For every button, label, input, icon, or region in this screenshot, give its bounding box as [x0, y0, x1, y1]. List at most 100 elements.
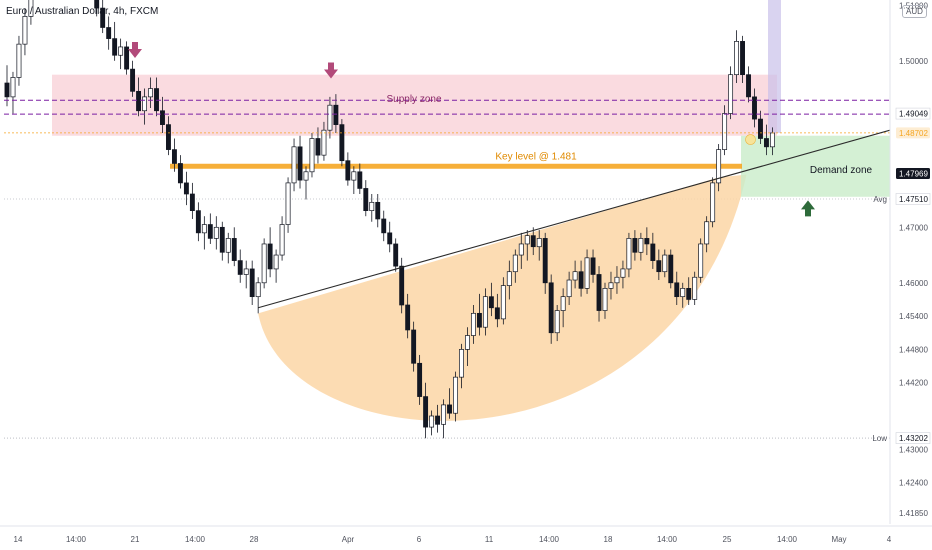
candle-body — [369, 201, 375, 211]
candle-body — [453, 376, 458, 414]
candle-body — [357, 171, 363, 189]
candle-body — [530, 235, 536, 248]
price-axis[interactable]: 1.540001.530001.510001.500001.470001.460… — [871, 0, 931, 524]
candle-body — [734, 41, 740, 76]
supply-zone-label: Supply zone — [386, 94, 441, 105]
candle-body — [506, 271, 512, 286]
candle-body — [171, 149, 177, 164]
candle-body — [201, 224, 207, 234]
candle-body — [608, 282, 614, 289]
candle-body — [740, 41, 745, 76]
time-tick: 14:00 — [657, 535, 678, 544]
candle-body — [698, 243, 704, 278]
candle-body — [590, 257, 596, 275]
candle-body — [405, 304, 411, 331]
currency-button[interactable]: AUD — [902, 5, 927, 18]
candle-body — [746, 74, 751, 98]
candle-body — [160, 110, 165, 125]
price-label-bg — [896, 168, 930, 180]
candle-body — [10, 77, 16, 98]
candle-body — [273, 254, 279, 270]
price-label-bg — [895, 107, 931, 120]
candle-body — [704, 221, 710, 245]
candle-body — [183, 182, 189, 195]
candle-body — [136, 90, 142, 112]
annotations-layer: Supply zone Key level @ 1.481 Demand zone — [4, 42, 891, 309]
candle-body — [148, 88, 153, 98]
supply-arrow-2 — [324, 62, 338, 79]
price-label-value: 1.47510 — [899, 195, 928, 204]
candle-body — [728, 74, 734, 114]
candle-body — [255, 282, 261, 298]
candle-body — [231, 238, 237, 261]
candle-body — [542, 238, 548, 284]
candle-body — [710, 182, 716, 223]
candle-body — [375, 201, 381, 220]
candle-body — [662, 254, 668, 273]
candle-body — [297, 146, 303, 181]
candle-body — [470, 312, 476, 336]
candle-body — [177, 163, 183, 184]
candle-body — [363, 188, 369, 211]
candle-body — [596, 274, 602, 311]
trendline — [258, 129, 891, 309]
candle-body — [130, 68, 136, 92]
candle-body — [195, 210, 201, 234]
candle-body — [572, 271, 578, 281]
candle-body — [118, 46, 124, 56]
candle-body — [764, 138, 769, 148]
candle-body — [411, 329, 417, 364]
candle-body — [321, 129, 327, 156]
candle-body — [423, 396, 429, 428]
price-label-bg — [895, 193, 931, 205]
supply-zone — [52, 74, 777, 136]
zones-layer — [52, 0, 890, 421]
candle-body — [243, 268, 249, 275]
key-level-band — [170, 163, 742, 169]
candle-body — [524, 235, 530, 245]
candle-body — [518, 243, 524, 256]
candle-body — [758, 118, 763, 139]
price-tick: 1.41850 — [899, 509, 928, 518]
candle-body — [16, 43, 22, 78]
time-tick: 14:00 — [185, 535, 206, 544]
price-tick: 1.45400 — [899, 312, 928, 321]
price-tick: 1.42400 — [899, 479, 928, 488]
candle-body — [219, 226, 225, 253]
candle-body — [4, 82, 10, 98]
candle-body — [339, 124, 345, 162]
candle-body — [602, 288, 608, 311]
candle-body — [285, 182, 291, 225]
candle-body — [578, 271, 584, 289]
candle-body — [722, 113, 728, 150]
candle-body — [291, 146, 297, 184]
price-tick: 1.43000 — [899, 445, 928, 454]
time-tick: 25 — [723, 535, 732, 544]
candle-body — [465, 335, 470, 350]
candle-body — [632, 238, 638, 253]
price-label-value: 1.48702 — [899, 129, 928, 138]
candle-body — [668, 254, 674, 284]
candle-body — [387, 232, 393, 245]
retest-marker — [745, 134, 756, 145]
time-tick: Apr — [342, 535, 355, 544]
candle-body — [28, 0, 34, 17]
projection-bar — [768, 0, 781, 133]
key-level-label: Key level @ 1.481 — [495, 151, 577, 162]
candle-body — [626, 238, 632, 270]
candle-body — [435, 415, 441, 425]
time-axis[interactable]: 14 14:00 21 14:00 28 Apr 6 11 14:00 18 14:00 25 14:0… — [0, 525, 932, 544]
candle-body — [500, 285, 506, 320]
price-label-value: 1.47969 — [899, 170, 928, 179]
candle-body — [345, 160, 351, 181]
candle-body — [112, 38, 118, 56]
candle-body — [476, 312, 482, 328]
candle-body — [267, 243, 273, 270]
time-tick: May — [831, 535, 846, 544]
candle-body — [94, 0, 100, 9]
price-label-value: 1.43202 — [899, 434, 928, 443]
price-label-tag: Avg — [873, 195, 887, 204]
price-tick: 1.50000 — [899, 57, 928, 66]
candle-body — [656, 260, 662, 273]
